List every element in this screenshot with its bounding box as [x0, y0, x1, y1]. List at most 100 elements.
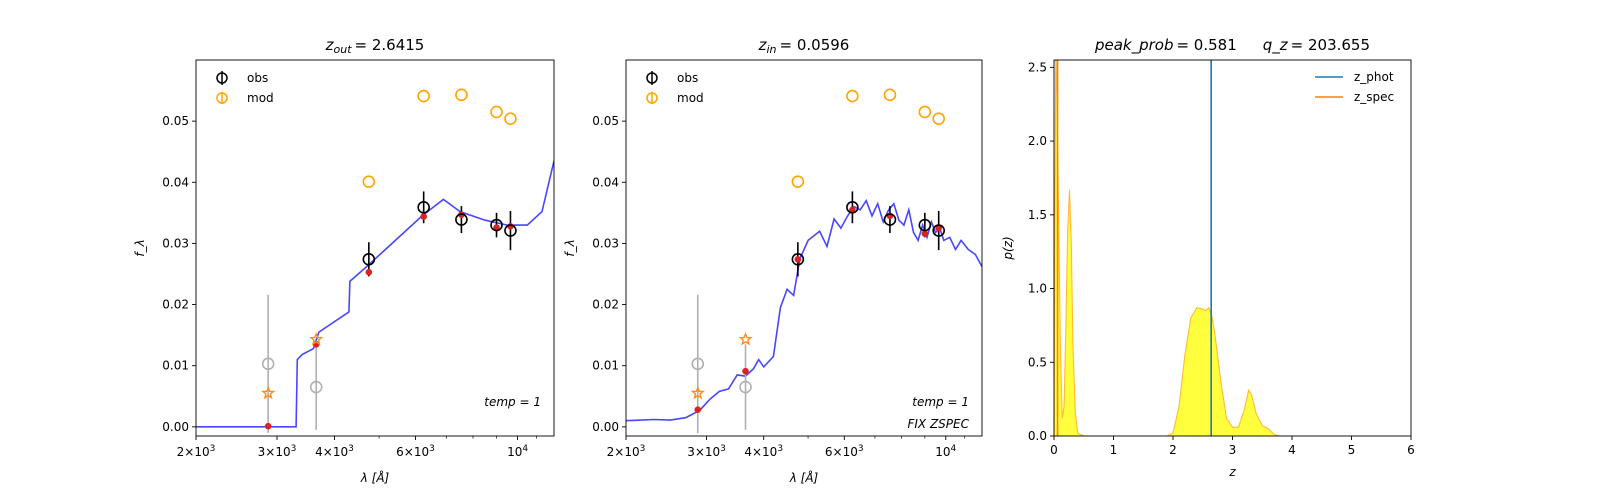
xtick-base: 10 [935, 445, 950, 459]
xtick-label-1: 3×103 [258, 444, 297, 459]
ytick-label-0: 0.0 [1028, 429, 1047, 443]
obs-point-1 [739, 380, 752, 394]
x-axis-label: λ [Å] [789, 470, 819, 485]
legend-z-spec-label: z_spec [1354, 90, 1394, 104]
model-star-1 [738, 331, 753, 346]
xtick-exp: 3 [640, 444, 646, 454]
legend-mod-label: mod [677, 91, 704, 105]
xtick-base: 2×10 [607, 445, 640, 459]
model-point-2 [794, 256, 802, 263]
xtick-label-0: 2×103 [607, 444, 646, 459]
model-point-1 [742, 367, 749, 375]
obs-point-4 [455, 213, 468, 226]
obs-point-3 [417, 201, 430, 214]
obs-point-5 [918, 218, 932, 232]
xtick-label-2: 4×103 [744, 444, 783, 459]
title-a-val: = 0.581 [1176, 36, 1236, 54]
xtick-base: 3×10 [687, 445, 720, 459]
y-axis-label: p(z) [1001, 236, 1015, 260]
legend-obs-marker [646, 72, 658, 84]
title-var: z [325, 36, 335, 54]
ytick-label-3: 0.03 [592, 236, 619, 250]
mod-circle-0 [362, 175, 376, 188]
ytick-label-5: 0.05 [162, 114, 189, 128]
obs-point-2 [791, 253, 805, 266]
obs-point-4 [883, 213, 897, 226]
annotation-0: temp = 1 [912, 395, 969, 409]
model-point-0 [694, 406, 702, 414]
legend-mod-label: mod [247, 91, 274, 105]
xtick-exp: 3 [858, 444, 864, 454]
model-point-6 [935, 224, 942, 232]
plot-area [1054, 60, 1411, 436]
legend-obs-marker [216, 72, 228, 84]
obs-point-0 [261, 357, 275, 371]
panel-title: zout = 2.6415 [325, 36, 425, 56]
xtick-label-6: 6 [1407, 443, 1415, 457]
xtick-label-0: 2×103 [177, 444, 216, 459]
model-star-1 [309, 331, 324, 346]
legend-mod-marker [646, 92, 658, 104]
y-axis-label: f_λ [133, 239, 147, 256]
ytick-label-0: 0.00 [592, 420, 619, 434]
legend-mod-marker [216, 92, 228, 104]
model-sed-curve [196, 160, 554, 428]
mod-circle-3 [918, 105, 932, 119]
title-b-var: q_z [1263, 36, 1289, 55]
legend-obs-label: obs [247, 71, 268, 85]
ytick-label-1: 0.5 [1028, 355, 1047, 369]
mod-circle-4 [932, 112, 945, 125]
model-point-2 [365, 268, 373, 276]
model-point-5 [921, 230, 929, 237]
legend: obs mod [216, 71, 274, 105]
model-star-0 [261, 385, 276, 400]
sed-panel-2: 2×103 3×103 4×103 6×103 1040.000.010.020.030… [563, 36, 983, 485]
xtick-label-5: 5 [1348, 443, 1356, 457]
title-sub: out [334, 43, 353, 56]
xtick-label-1: 3×103 [687, 444, 726, 459]
pz-curve [1054, 60, 1411, 436]
xtick-label-3: 6×103 [825, 444, 864, 459]
ytick-label-3: 1.5 [1028, 208, 1047, 222]
model-point-3 [849, 206, 856, 214]
xtick-label-3: 3 [1229, 443, 1237, 457]
xtick-base: 4×10 [744, 445, 777, 459]
xtick-label-2: 4×103 [315, 444, 354, 459]
xtick-exp: 3 [210, 444, 216, 454]
title-a-var: peak_prob [1094, 36, 1174, 55]
title-val: = 2.6415 [355, 36, 425, 54]
x-axis-label: z [1228, 465, 1236, 479]
x-axis-label: λ [Å] [360, 470, 390, 485]
ytick-label-1: 0.01 [162, 359, 189, 373]
ytick-label-4: 0.04 [162, 175, 189, 189]
model-point-0 [264, 422, 272, 430]
ytick-label-5: 2.5 [1028, 60, 1047, 74]
plot-area [196, 88, 554, 433]
annotation-1: FIX ZSPEC [907, 417, 969, 431]
model-point-5 [493, 224, 500, 231]
mod-circle-2 [883, 88, 897, 102]
mod-circle-3 [490, 105, 503, 119]
ytick-label-1: 0.01 [592, 359, 619, 373]
title-sub: in [767, 43, 777, 56]
obs-point-1 [309, 380, 323, 394]
xtick-base: 6×10 [825, 445, 858, 459]
legend-z-phot-label: z_phot [1354, 70, 1394, 84]
sed-panel-1: 2×103 3×103 4×103 6×103 1040.000.010.020.030… [133, 36, 555, 485]
xtick-base: 4×10 [315, 445, 348, 459]
xtick-label-4: 104 [507, 444, 528, 459]
obs-point-2 [362, 253, 376, 266]
xtick-base: 10 [507, 445, 522, 459]
xtick-base: 2×10 [177, 445, 210, 459]
ytick-label-4: 0.04 [592, 175, 619, 189]
model-point-3 [420, 213, 427, 220]
xtick-label-0: 0 [1050, 443, 1058, 457]
xtick-label-1: 1 [1110, 443, 1118, 457]
obs-point-6 [504, 224, 517, 237]
model-star-0 [690, 385, 705, 400]
mod-circle-2 [455, 88, 468, 102]
legend-obs-label: obs [677, 71, 698, 85]
axes-frame [195, 59, 555, 437]
title-b-val: = 203.655 [1291, 36, 1370, 54]
